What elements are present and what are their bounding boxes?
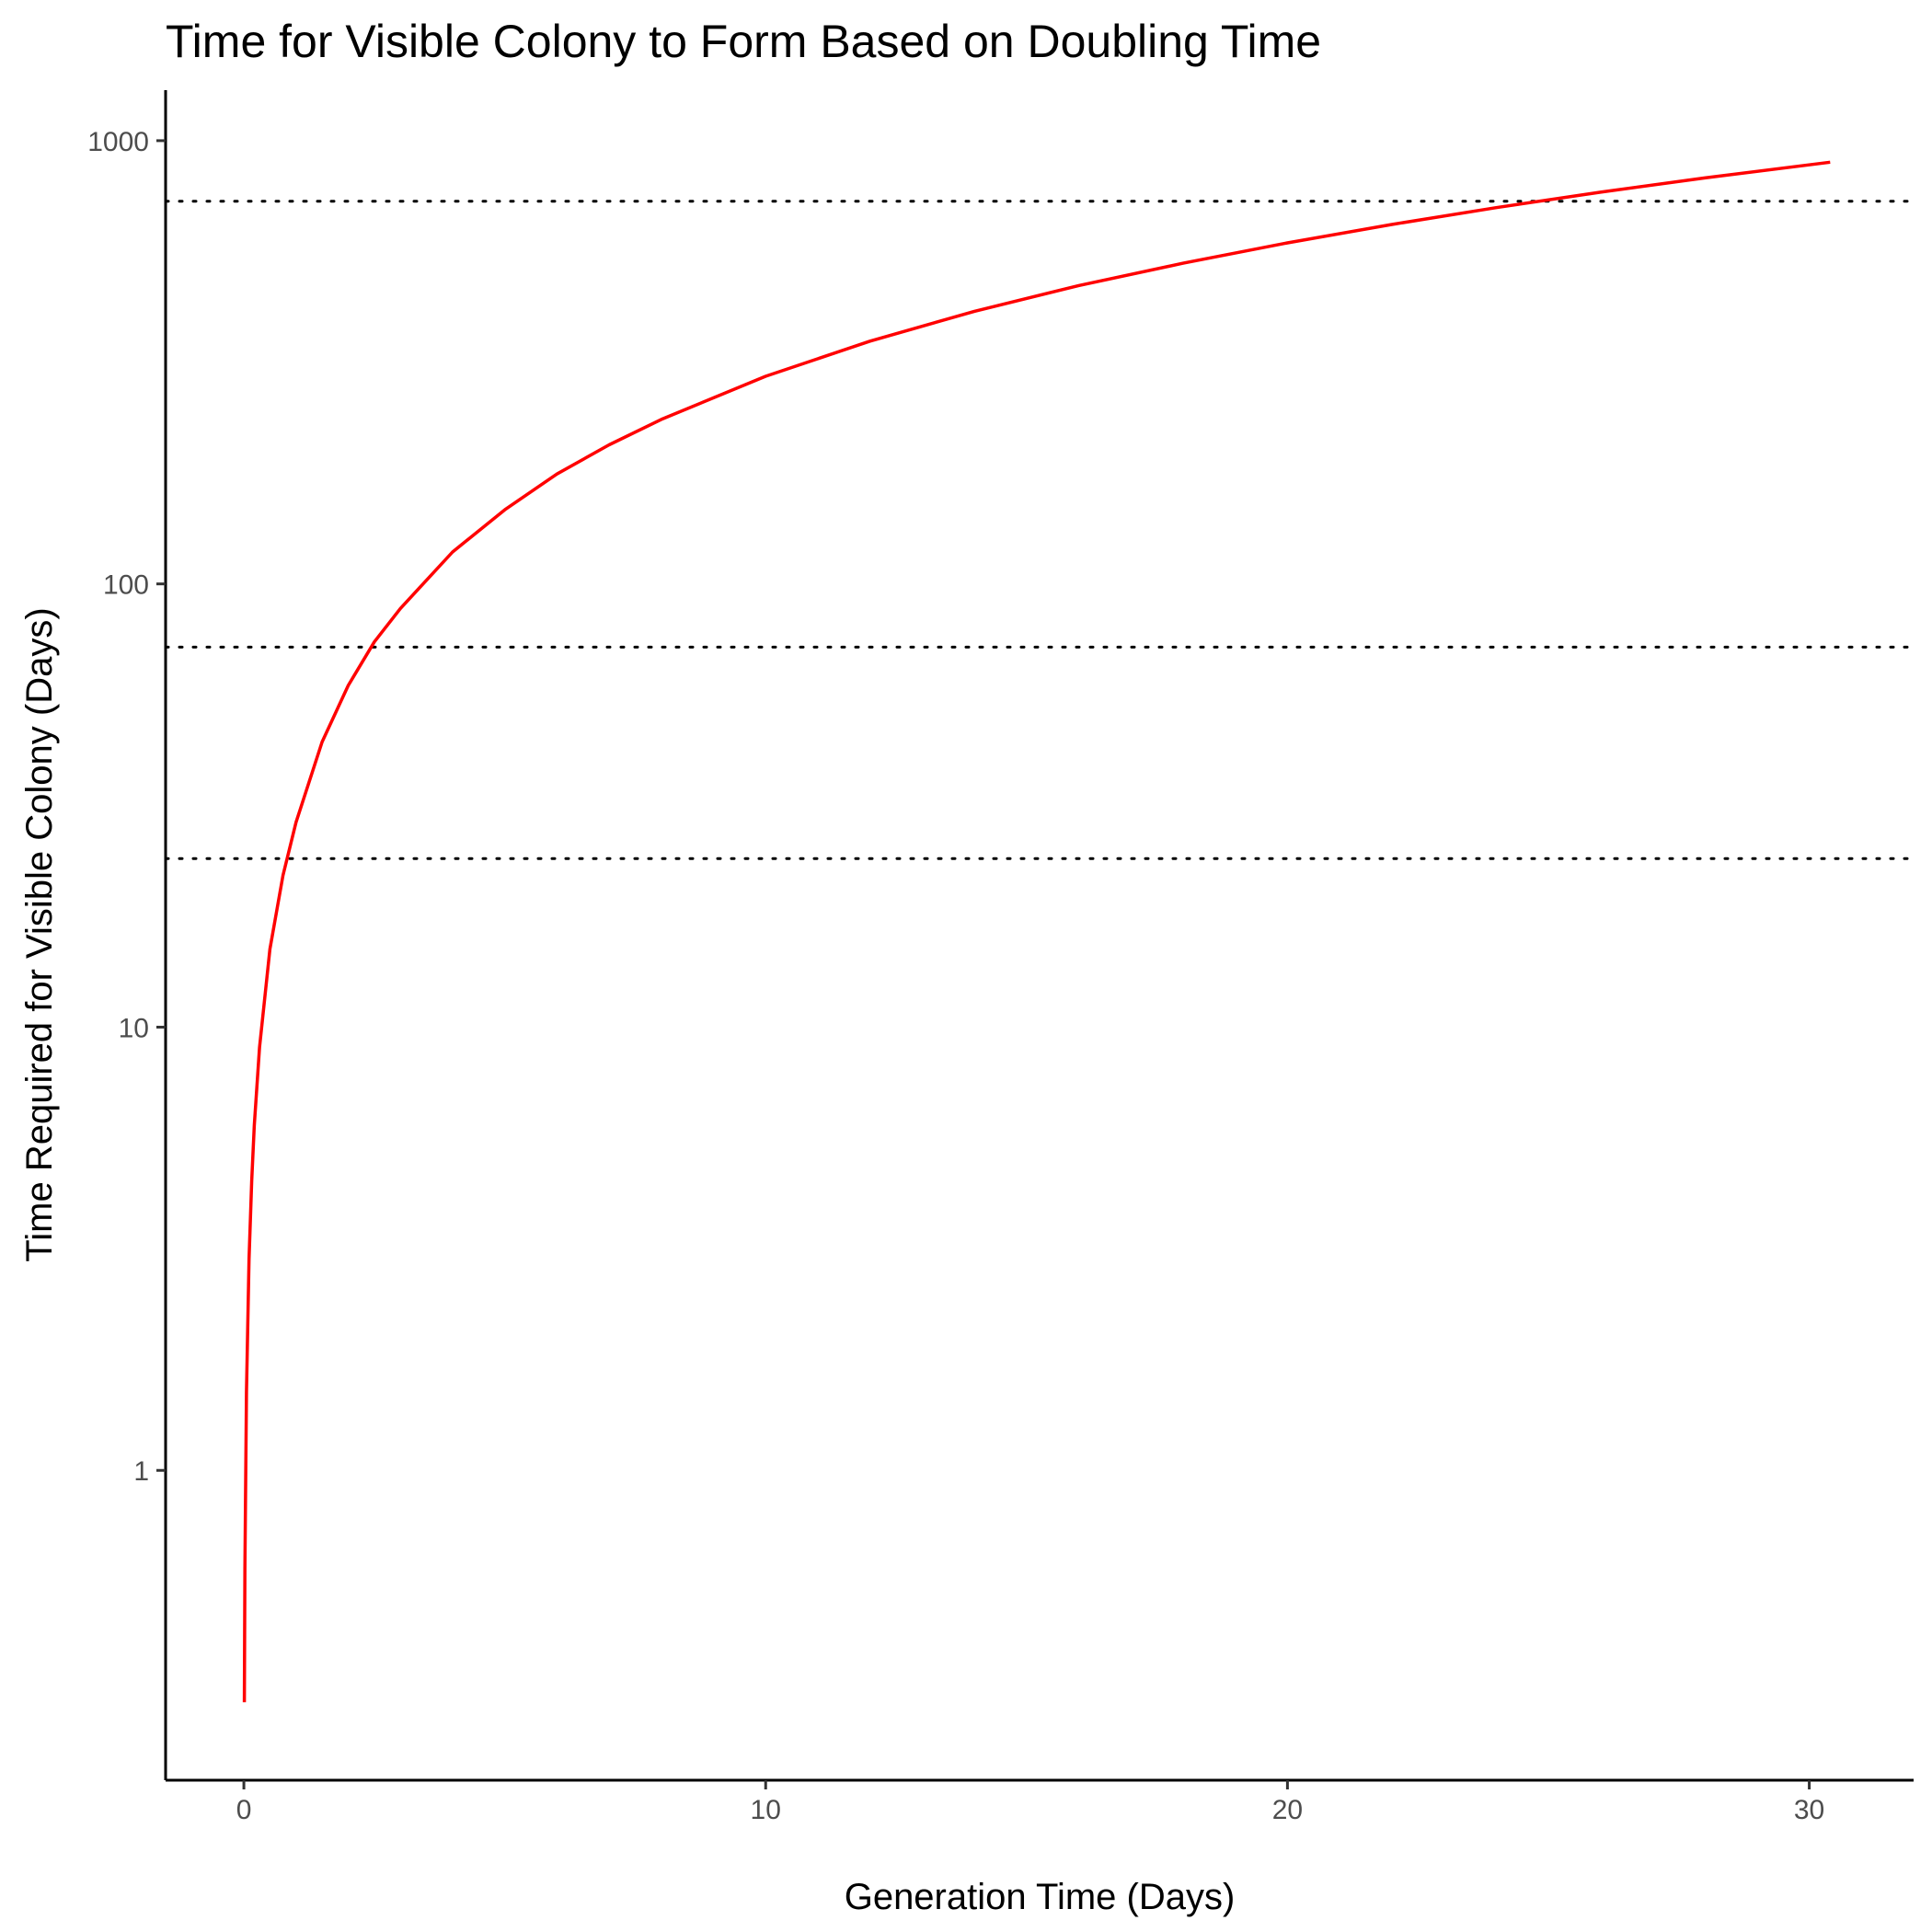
x-tick-label: 10 (751, 1795, 781, 1825)
y-ticks: 1 10 100 1000 (87, 127, 166, 1487)
y-axis-label: Time Required for Visible Colony (Days) (19, 607, 60, 1261)
x-axis-label: Generation Time (Days) (845, 1877, 1236, 1917)
y-tick-label: 10 (119, 1013, 149, 1043)
x-ticks: 0 10 20 30 (236, 1780, 1824, 1825)
series-layer (242, 160, 1831, 1703)
x-tick-label: 30 (1794, 1795, 1824, 1825)
x-tick-label: 0 (236, 1795, 252, 1825)
y-tick-label: 1000 (87, 127, 149, 157)
chart-title: Time for Visible Colony to Form Based on… (166, 16, 1321, 67)
y-tick-label: 100 (103, 570, 149, 601)
series-line (242, 160, 1831, 1703)
y-tick-label: 1 (133, 1456, 149, 1487)
x-tick-label: 20 (1272, 1795, 1303, 1825)
reference-lines (164, 200, 1915, 860)
